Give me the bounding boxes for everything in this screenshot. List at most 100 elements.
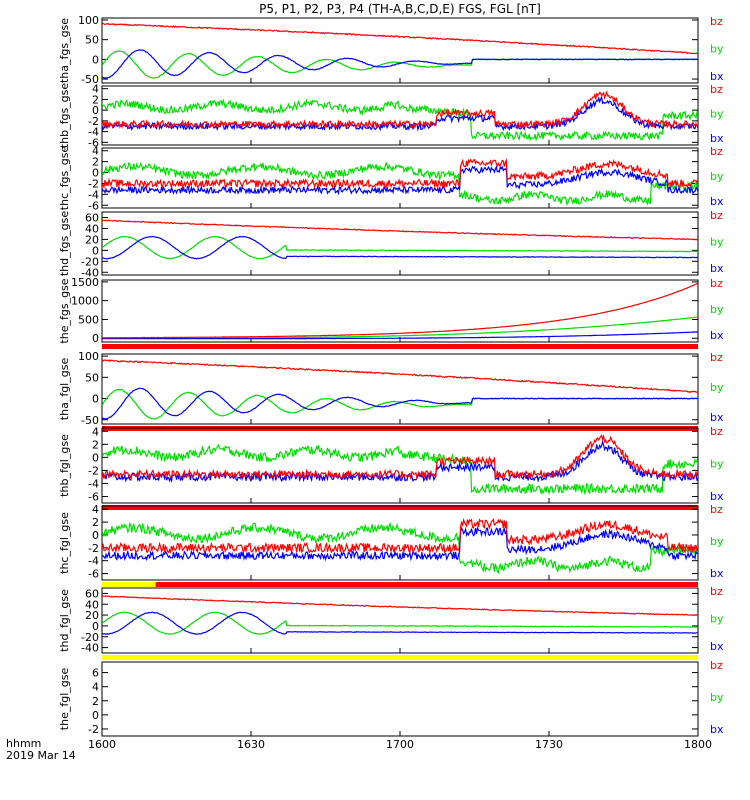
y-tick-label: 4	[92, 681, 99, 694]
y-tick-label: -50	[81, 73, 99, 86]
y-tick-label: 0	[92, 332, 99, 345]
y-tick-label: 0	[92, 451, 99, 464]
legend-bx: bx	[710, 132, 724, 145]
y-tick-label: 2	[92, 695, 99, 708]
series-by-line	[102, 160, 698, 207]
panel-frame	[101, 661, 699, 737]
panel-tha_fgl_gse: 100 50 0 -50 tha_fgl_gse bz by bx	[58, 350, 724, 431]
panel-the_fgs_gse: 1500 1000 500 0 the_fgs_gse bz by bx	[58, 276, 724, 349]
y-tick-label: 1500	[71, 276, 99, 289]
y-tick-label: 0	[92, 529, 99, 542]
legend-bz: bz	[710, 145, 723, 158]
y-tick-label: 0	[92, 393, 99, 406]
x-tick-label: 1630	[237, 738, 265, 751]
panel-thc_fgs_gse: 420-2-4-6 thc_fgs_gse bz by bx	[58, 145, 724, 213]
panel-frame	[101, 211, 699, 276]
status-bar-red	[102, 505, 698, 510]
series-by-line	[102, 98, 698, 142]
y-tick-label: 50	[85, 34, 99, 47]
y-tick-label: 2	[92, 156, 99, 169]
panel-tha_fgs_gse: 100 50 0 -50 tha_fgs_gse bz by bx	[58, 14, 724, 86]
y-tick-label: 2	[92, 516, 99, 529]
y-tick-label: -20	[81, 255, 99, 268]
legend-bx: bx	[710, 723, 724, 736]
y-tick-label: -6	[88, 136, 99, 149]
y-tick-label: -6	[88, 199, 99, 212]
y-axis-label: thb_fgs_gse	[58, 83, 71, 149]
y-tick-label: 500	[78, 313, 99, 326]
series-by-line	[102, 443, 698, 496]
legend-bz: bz	[710, 503, 723, 516]
chart-title: P5, P1, P2, P3, P4 (TH-A,B,C,D,E) FGS, F…	[259, 2, 541, 16]
legend-bx: bx	[710, 329, 724, 342]
panel-thc_fgl_gse: 420-2-4-6 thc_fgl_gse bz by bx	[58, 503, 724, 587]
y-tick-label: -2	[88, 542, 99, 555]
y-tick-label: -2	[88, 723, 99, 736]
y-tick-label: 2	[92, 438, 99, 451]
y-tick-label: 0	[92, 167, 99, 180]
series-by-line	[102, 521, 698, 575]
y-axis-label: tha_fgs_gse	[58, 18, 71, 83]
y-tick-label: 0	[92, 53, 99, 66]
y-tick-label: 40	[85, 598, 99, 611]
y-tick-label: 20	[85, 233, 99, 246]
series-bz-line	[102, 90, 698, 130]
x-date-label: 2019 Mar 14	[6, 749, 76, 762]
legend-by: by	[710, 613, 724, 626]
y-tick-label: 50	[85, 371, 99, 384]
y-tick-label: -2	[88, 464, 99, 477]
legend-bx: bx	[710, 411, 724, 424]
series-bz-line	[102, 434, 698, 481]
x-tick-label: 1730	[535, 738, 563, 751]
x-units-label: hhmm	[6, 737, 41, 750]
series-bz-line	[102, 219, 698, 241]
series-bz-line	[102, 22, 698, 55]
y-tick-label: -2	[88, 177, 99, 190]
y-axis-label: thd_fgl_gse	[58, 589, 71, 652]
y-tick-label: -40	[81, 266, 99, 279]
series-by-line	[102, 235, 698, 260]
series-bx-line	[102, 331, 698, 340]
y-tick-label: 6	[92, 667, 99, 680]
legend-bx: bx	[710, 490, 724, 503]
legend-bx: bx	[710, 640, 724, 653]
legend-bx: bx	[710, 195, 724, 208]
legend-by: by	[710, 458, 724, 471]
y-tick-label: -50	[81, 414, 99, 427]
y-tick-label: 60	[85, 587, 99, 600]
y-tick-label: 20	[85, 609, 99, 622]
series-bx-line	[102, 235, 698, 260]
panel-thb_fgs_gse: 420-2-4-6 thb_fgs_gse bz by bx	[58, 83, 724, 150]
series-bz-line	[102, 595, 698, 617]
y-tick-label: 0	[92, 244, 99, 257]
y-axis-label: the_fgs_gse	[58, 278, 71, 343]
panel-frame	[101, 587, 699, 654]
y-tick-label: -6	[88, 568, 99, 581]
legend-bz: bz	[710, 425, 723, 438]
panel-frame	[101, 147, 699, 209]
series-bx-line	[102, 49, 698, 79]
y-axis-label: thb_fgl_gse	[58, 434, 71, 497]
y-axis-label: thc_fgs_gse	[58, 146, 71, 211]
y-tick-label: 0	[92, 104, 99, 117]
y-tick-label: -4	[88, 126, 99, 139]
y-tick-label: 0	[92, 620, 99, 633]
panel-frame	[101, 427, 699, 504]
status-bar-red	[102, 344, 698, 349]
x-tick-label: 1700	[386, 738, 414, 751]
y-tick-label: -4	[88, 188, 99, 201]
status-bar-red	[155, 582, 698, 587]
y-tick-label: -4	[88, 555, 99, 568]
series-bz-line	[102, 517, 698, 555]
series-by-line	[102, 611, 698, 635]
legend-by: by	[710, 170, 724, 183]
legend-by: by	[710, 535, 724, 548]
y-axis-label: thc_fgl_gse	[58, 512, 71, 574]
x-tick-label: 1600	[88, 738, 116, 751]
y-tick-label: 60	[85, 211, 99, 224]
legend-bz: bz	[710, 277, 723, 290]
y-axis-label: tha_fgl_gse	[58, 358, 71, 421]
legend-bz: bz	[710, 585, 723, 598]
